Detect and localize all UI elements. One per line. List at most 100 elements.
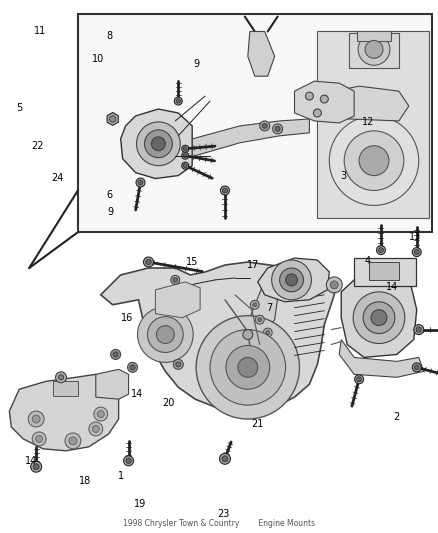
Circle shape [411, 363, 420, 372]
Circle shape [329, 281, 337, 289]
Text: 6: 6 [106, 190, 113, 200]
Polygon shape [317, 31, 427, 219]
Circle shape [173, 278, 177, 282]
Circle shape [145, 259, 151, 265]
Text: 8: 8 [106, 31, 113, 41]
Circle shape [110, 350, 120, 359]
Circle shape [126, 458, 131, 464]
Circle shape [209, 329, 285, 405]
Text: 2: 2 [392, 413, 399, 423]
Circle shape [257, 318, 261, 321]
Circle shape [261, 124, 267, 128]
Circle shape [124, 456, 133, 466]
Polygon shape [101, 262, 333, 411]
Circle shape [271, 260, 311, 300]
Circle shape [28, 411, 44, 427]
Circle shape [242, 329, 252, 340]
Text: 10: 10 [92, 54, 104, 64]
Polygon shape [155, 282, 200, 318]
Polygon shape [340, 278, 416, 358]
Text: 9: 9 [107, 207, 113, 217]
Circle shape [88, 422, 102, 436]
Polygon shape [309, 86, 408, 121]
Circle shape [279, 268, 303, 292]
Polygon shape [247, 288, 277, 340]
Circle shape [237, 358, 257, 377]
Circle shape [364, 41, 382, 58]
Circle shape [109, 116, 116, 122]
Text: 11: 11 [34, 26, 46, 36]
Circle shape [219, 453, 230, 464]
Polygon shape [185, 119, 309, 159]
Circle shape [376, 246, 385, 255]
Circle shape [285, 274, 297, 286]
Text: 18: 18 [79, 476, 91, 486]
Text: 23: 23 [216, 510, 229, 519]
Circle shape [113, 352, 118, 357]
Circle shape [58, 375, 64, 380]
Circle shape [65, 433, 81, 449]
Circle shape [358, 146, 388, 175]
Circle shape [275, 126, 279, 131]
Text: 3: 3 [340, 172, 346, 181]
Polygon shape [257, 258, 328, 302]
Circle shape [144, 130, 172, 158]
Circle shape [97, 410, 104, 417]
Circle shape [136, 122, 180, 166]
Circle shape [137, 307, 193, 362]
Circle shape [196, 316, 299, 419]
Polygon shape [9, 374, 118, 451]
Text: 17: 17 [247, 261, 259, 270]
Circle shape [413, 249, 418, 255]
Polygon shape [120, 109, 192, 179]
Bar [78, 14, 431, 232]
Text: 24: 24 [51, 173, 63, 182]
Text: 15: 15 [186, 257, 198, 267]
Text: 14: 14 [385, 281, 397, 292]
Circle shape [136, 178, 145, 187]
Circle shape [175, 362, 180, 367]
Bar [353, 258, 415, 286]
Text: 22: 22 [31, 141, 43, 151]
Circle shape [33, 464, 39, 470]
Circle shape [357, 34, 389, 65]
Bar [368, 262, 398, 280]
Circle shape [222, 188, 227, 193]
Text: 9: 9 [193, 59, 199, 69]
Circle shape [56, 372, 66, 383]
Circle shape [92, 425, 99, 432]
Text: 7: 7 [266, 303, 272, 313]
Circle shape [354, 375, 363, 384]
Circle shape [415, 327, 420, 333]
Circle shape [181, 146, 188, 152]
Text: 1998 Chrysler Town & Country        Engine Mounts: 1998 Chrysler Town & Country Engine Moun… [123, 519, 315, 528]
Circle shape [35, 435, 42, 442]
Circle shape [181, 152, 188, 159]
Text: 14: 14 [130, 389, 142, 399]
Circle shape [265, 330, 269, 335]
Text: 16: 16 [120, 313, 133, 324]
Circle shape [127, 362, 137, 373]
Bar [356, 31, 390, 42]
Circle shape [174, 97, 182, 105]
Circle shape [252, 303, 256, 307]
Text: 13: 13 [408, 232, 420, 243]
Circle shape [151, 137, 165, 151]
Circle shape [356, 377, 361, 382]
Circle shape [94, 407, 107, 421]
Circle shape [263, 328, 272, 337]
Circle shape [183, 164, 187, 167]
Circle shape [250, 300, 259, 309]
Text: 21: 21 [251, 419, 264, 429]
Circle shape [176, 99, 180, 103]
Bar [53, 381, 78, 396]
Circle shape [411, 248, 420, 256]
Circle shape [183, 147, 187, 151]
Circle shape [352, 292, 404, 343]
Polygon shape [95, 369, 128, 399]
Circle shape [226, 345, 269, 389]
Circle shape [413, 365, 418, 370]
Text: 12: 12 [361, 117, 373, 127]
Circle shape [69, 437, 77, 445]
Text: 14: 14 [25, 456, 37, 466]
